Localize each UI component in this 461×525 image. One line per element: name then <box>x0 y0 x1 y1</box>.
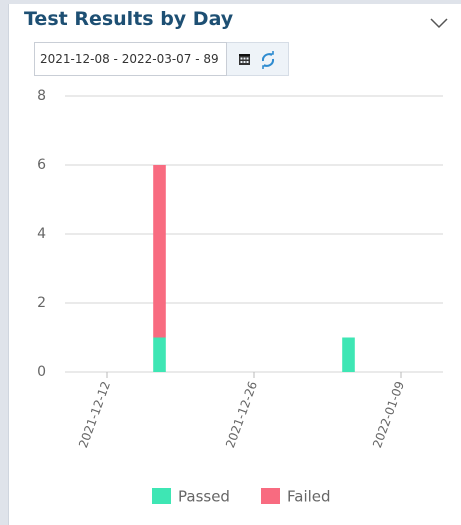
calendar-button[interactable] <box>239 54 250 65</box>
legend-swatch <box>261 488 280 504</box>
y-tick-label: 4 <box>37 226 46 242</box>
collapse-chevron[interactable] <box>429 16 449 30</box>
bar-segment <box>342 337 355 372</box>
bar-segment <box>153 165 166 338</box>
widget-title: Test Results by Day <box>24 8 234 30</box>
y-tick-label: 0 <box>37 364 46 380</box>
icons <box>239 51 275 69</box>
legend-swatch <box>152 488 171 504</box>
panel: Test Results by Day 2021-12-08 - 2022-03… <box>8 4 461 525</box>
x-tick-label: 2021-12-12 <box>76 379 113 449</box>
x-tick-label: 2022-01-09 <box>370 379 407 449</box>
bar-segment <box>153 337 166 372</box>
legend-label: Failed <box>287 488 331 506</box>
legend-label: Passed <box>178 488 230 506</box>
y-tick-label: 6 <box>37 157 46 173</box>
y-tick-label: 8 <box>37 88 46 104</box>
x-tick-label: 2021-12-26 <box>223 379 260 449</box>
refresh-button[interactable] <box>261 51 275 69</box>
y-tick-label: 2 <box>37 295 46 311</box>
input-addons <box>227 42 289 76</box>
date-range-input[interactable]: 2021-12-08 - 2022-03-07 - 89 <box>34 42 227 76</box>
